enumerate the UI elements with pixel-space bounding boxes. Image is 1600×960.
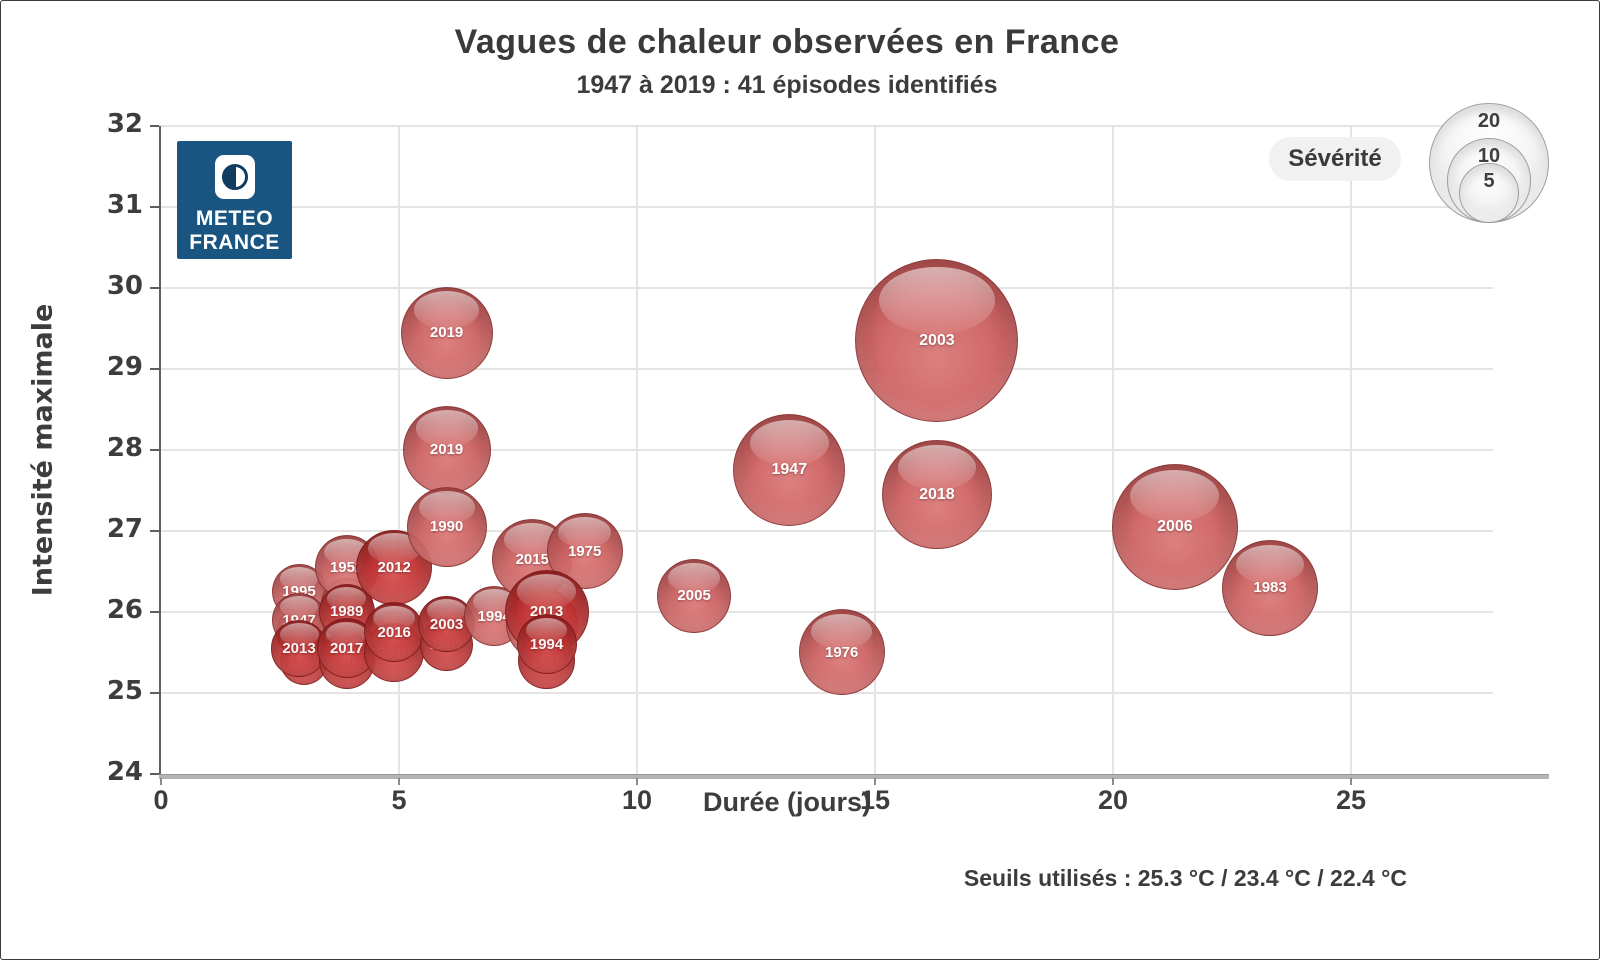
logo-line2: FRANCE bbox=[189, 231, 280, 254]
x-tick-label-0: 0 bbox=[153, 785, 169, 815]
x-tick-label-10: 10 bbox=[621, 785, 653, 815]
bubble-2016-12: 2016 bbox=[364, 602, 425, 663]
bubble-1990-16: 1990 bbox=[406, 486, 487, 567]
legend-size-label-20: 20 bbox=[1477, 110, 1501, 133]
y-tick-mark-28 bbox=[150, 449, 159, 451]
severity-legend-label: Sévérité bbox=[1269, 137, 1401, 181]
x-tick-mark-5 bbox=[398, 778, 400, 785]
bubble-label-2012: 2012 bbox=[377, 558, 411, 576]
bubble-label-2019: 2019 bbox=[429, 324, 464, 342]
bubble-label-1994: 1994 bbox=[529, 635, 564, 653]
bubble-2003-28: 2003 bbox=[855, 259, 1019, 423]
y-tick-label-27: 27 bbox=[106, 514, 143, 544]
bubble-label-1989: 1989 bbox=[329, 603, 364, 621]
y-tick-mark-32 bbox=[150, 125, 159, 127]
y-tick-label-29: 29 bbox=[106, 352, 143, 382]
gridline-x-5 bbox=[398, 126, 400, 774]
bubble-label-1976: 1976 bbox=[824, 643, 859, 661]
x-tick-mark-15 bbox=[874, 778, 876, 785]
gridline-y-32 bbox=[161, 125, 1493, 127]
gridline-x-10 bbox=[636, 126, 638, 774]
bubble-2019-15: 2019 bbox=[402, 405, 491, 495]
gridline-x-20 bbox=[1112, 126, 1114, 774]
bubble-label-1947: 1947 bbox=[771, 461, 808, 479]
x-tick-mark-10 bbox=[636, 778, 638, 785]
y-tick-mark-30 bbox=[150, 287, 159, 289]
x-tick-mark-0 bbox=[160, 778, 162, 785]
bubble-1976-27: 1976 bbox=[798, 609, 885, 696]
bubble-label-2015: 2015 bbox=[515, 550, 549, 568]
meteo-france-logo: METEO FRANCE bbox=[177, 141, 292, 259]
bubble-label-2018: 2018 bbox=[919, 485, 955, 503]
bubble-1947-26: 1947 bbox=[733, 414, 846, 527]
bubble-label-2003: 2003 bbox=[429, 615, 464, 633]
bubble-label-1983: 1983 bbox=[1253, 579, 1287, 597]
y-tick-mark-27 bbox=[150, 530, 159, 532]
logo-text: METEO FRANCE bbox=[189, 207, 280, 255]
gridline-x-15 bbox=[874, 126, 876, 774]
bubble-2006-30: 2006 bbox=[1112, 464, 1238, 590]
bubble-label-2019: 2019 bbox=[429, 441, 464, 459]
legend-size-label-5: 5 bbox=[1483, 170, 1495, 193]
bubble-label-2016: 2016 bbox=[377, 623, 411, 641]
y-tick-label-28: 28 bbox=[106, 433, 143, 463]
legend-circle-5 bbox=[1459, 163, 1519, 223]
bubble-2005-25: 2005 bbox=[657, 558, 732, 633]
bubble-label-2017: 2017 bbox=[329, 639, 364, 657]
meteo-france-logo-icon bbox=[214, 155, 255, 199]
thresholds-note: Seuils utilisés : 25.3 °C / 23.4 °C / 22… bbox=[963, 865, 1407, 891]
gridline-y-31 bbox=[161, 206, 1493, 208]
bubble-2018-29: 2018 bbox=[881, 439, 992, 550]
bubble-label-2003: 2003 bbox=[919, 331, 955, 349]
gridline-y-25 bbox=[161, 692, 1493, 694]
chart-title: Vagues de chaleur observées en France bbox=[454, 23, 1120, 61]
y-axis-title: Intensité maximale bbox=[27, 303, 59, 597]
gridline-x-25 bbox=[1350, 126, 1352, 774]
bubble-1994-24: 1994 bbox=[516, 614, 577, 675]
y-tick-mark-26 bbox=[150, 611, 159, 613]
gridline-y-30 bbox=[161, 287, 1493, 289]
bubble-1983-31: 1983 bbox=[1222, 539, 1318, 636]
y-tick-mark-24 bbox=[150, 773, 159, 775]
x-tick-label-15: 15 bbox=[859, 785, 891, 815]
legend-size-label-10: 10 bbox=[1477, 145, 1501, 168]
bubble-label-2013: 2013 bbox=[282, 639, 316, 657]
y-tick-label-32: 32 bbox=[106, 109, 143, 139]
y-tick-label-31: 31 bbox=[106, 190, 143, 220]
y-tick-mark-25 bbox=[150, 692, 159, 694]
y-tick-label-24: 24 bbox=[106, 757, 143, 787]
gridline-y-27 bbox=[161, 530, 1493, 532]
x-tick-mark-20 bbox=[1112, 778, 1114, 785]
y-axis-spine bbox=[159, 126, 161, 776]
y-tick-mark-29 bbox=[150, 368, 159, 370]
bubble-label-2006: 2006 bbox=[1157, 517, 1193, 535]
chart-subtitle: 1947 à 2019 : 41 épisodes identifiés bbox=[576, 71, 998, 99]
logo-line1: METEO bbox=[195, 207, 274, 230]
bubble-label-1994: 1994 bbox=[477, 607, 511, 625]
y-tick-label-30: 30 bbox=[106, 271, 143, 301]
gridline-y-29 bbox=[161, 368, 1493, 370]
bubble-label-1952: 1952 bbox=[329, 558, 364, 576]
x-tick-label-5: 5 bbox=[391, 785, 407, 815]
x-axis-title: Durée (jours) bbox=[702, 787, 872, 817]
x-axis-spine bbox=[159, 774, 1549, 779]
bubble-label-1990: 1990 bbox=[429, 518, 464, 536]
x-tick-label-20: 20 bbox=[1097, 785, 1129, 815]
half-circle-glyph-icon bbox=[221, 164, 248, 190]
y-tick-label-26: 26 bbox=[106, 595, 143, 625]
x-tick-label-25: 25 bbox=[1335, 785, 1367, 815]
plot-area: 2017195919951947201319642004195219892017… bbox=[161, 125, 1493, 774]
bubble-label-1975: 1975 bbox=[567, 542, 602, 560]
y-tick-mark-31 bbox=[150, 206, 159, 208]
bubble-2019-14: 2019 bbox=[400, 286, 493, 379]
y-tick-label-25: 25 bbox=[106, 676, 143, 706]
x-tick-mark-25 bbox=[1350, 778, 1352, 785]
bubble-label-2005: 2005 bbox=[677, 587, 711, 605]
